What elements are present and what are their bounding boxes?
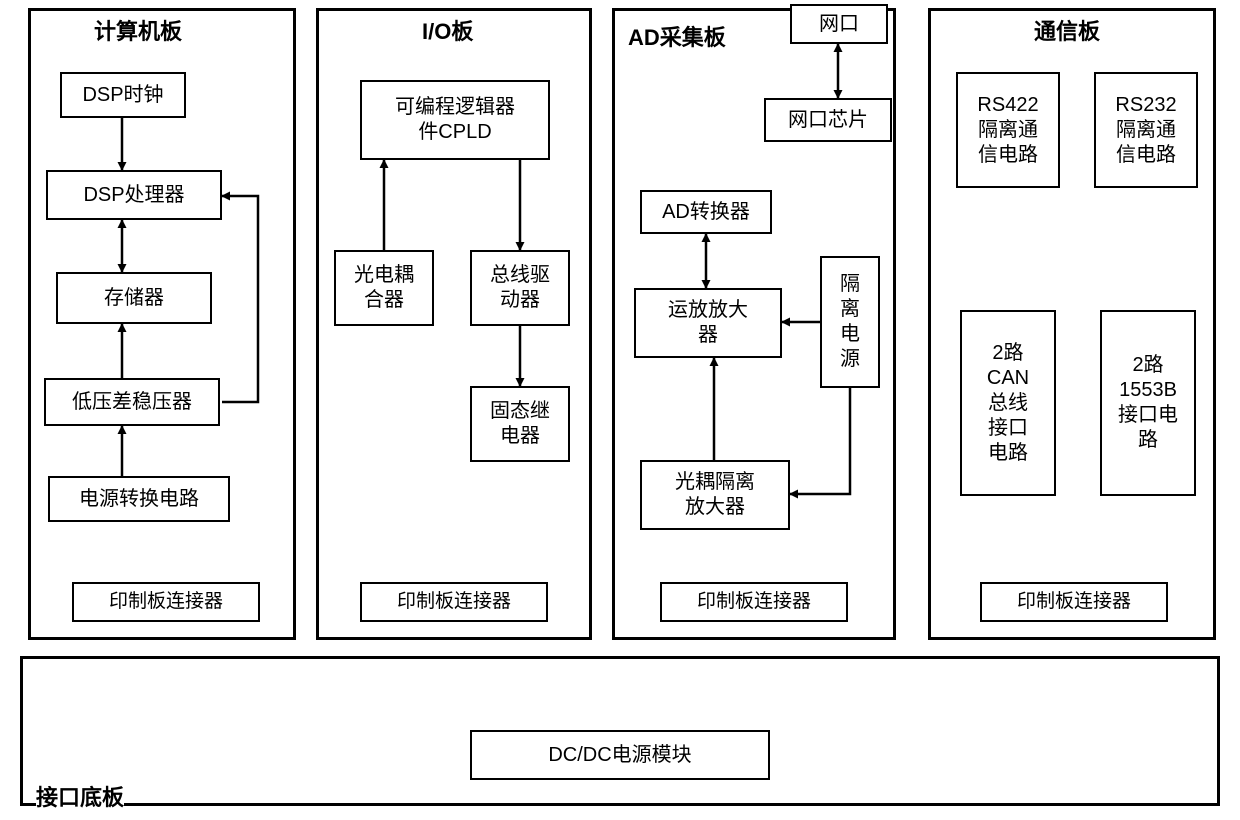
panel-title-computer: 计算机板 — [90, 14, 186, 46]
box-opto: 光电耦 合器 — [334, 250, 434, 326]
connector-2: 印制板连接器 — [660, 582, 848, 622]
panel-title-comm: 通信板 — [1030, 14, 1104, 46]
panel-title-ad: AD采集板 — [624, 20, 730, 52]
box-rs232: RS232 隔离通 信电路 — [1094, 72, 1198, 188]
box-ssr: 固态继 电器 — [470, 386, 570, 462]
box-m1553b: 2路 1553B 接口电 路 — [1100, 310, 1196, 496]
box-dsp_clock: DSP时钟 — [60, 72, 186, 118]
box-power_conv: 电源转换电路 — [48, 476, 230, 522]
box-opamp: 运放放大 器 — [634, 288, 782, 358]
box-adc: AD转换器 — [640, 190, 772, 234]
box-rs422: RS422 隔离通 信电路 — [956, 72, 1060, 188]
box-opto_amp: 光耦隔离 放大器 — [640, 460, 790, 530]
connector-0: 印制板连接器 — [72, 582, 260, 622]
backplane-label: 接口底板 — [36, 780, 124, 812]
diagram-canvas: 接口底板 计算机板 I/O板 AD采集板 通信板 DSP时钟 DSP处理器存储器低压差稳压器… — [0, 0, 1240, 820]
box-netchip: 网口芯片 — [764, 98, 892, 142]
box-netport: 网口 — [790, 4, 888, 44]
panel-title-io: I/O板 — [418, 14, 477, 46]
box-dcdc: DC/DC电源模块 — [470, 730, 770, 780]
box-bus_driver: 总线驱 动器 — [470, 250, 570, 326]
connector-1: 印制板连接器 — [360, 582, 548, 622]
box-iso_power: 隔 离 电 源 — [820, 256, 880, 388]
connector-3: 印制板连接器 — [980, 582, 1168, 622]
box-dsp_proc: DSP处理器 — [46, 170, 222, 220]
box-memory: 存储器 — [56, 272, 212, 324]
box-cpld: 可编程逻辑器 件CPLD — [360, 80, 550, 160]
box-can: 2路 CAN 总线 接口 电路 — [960, 310, 1056, 496]
box-ldo: 低压差稳压器 — [44, 378, 220, 426]
